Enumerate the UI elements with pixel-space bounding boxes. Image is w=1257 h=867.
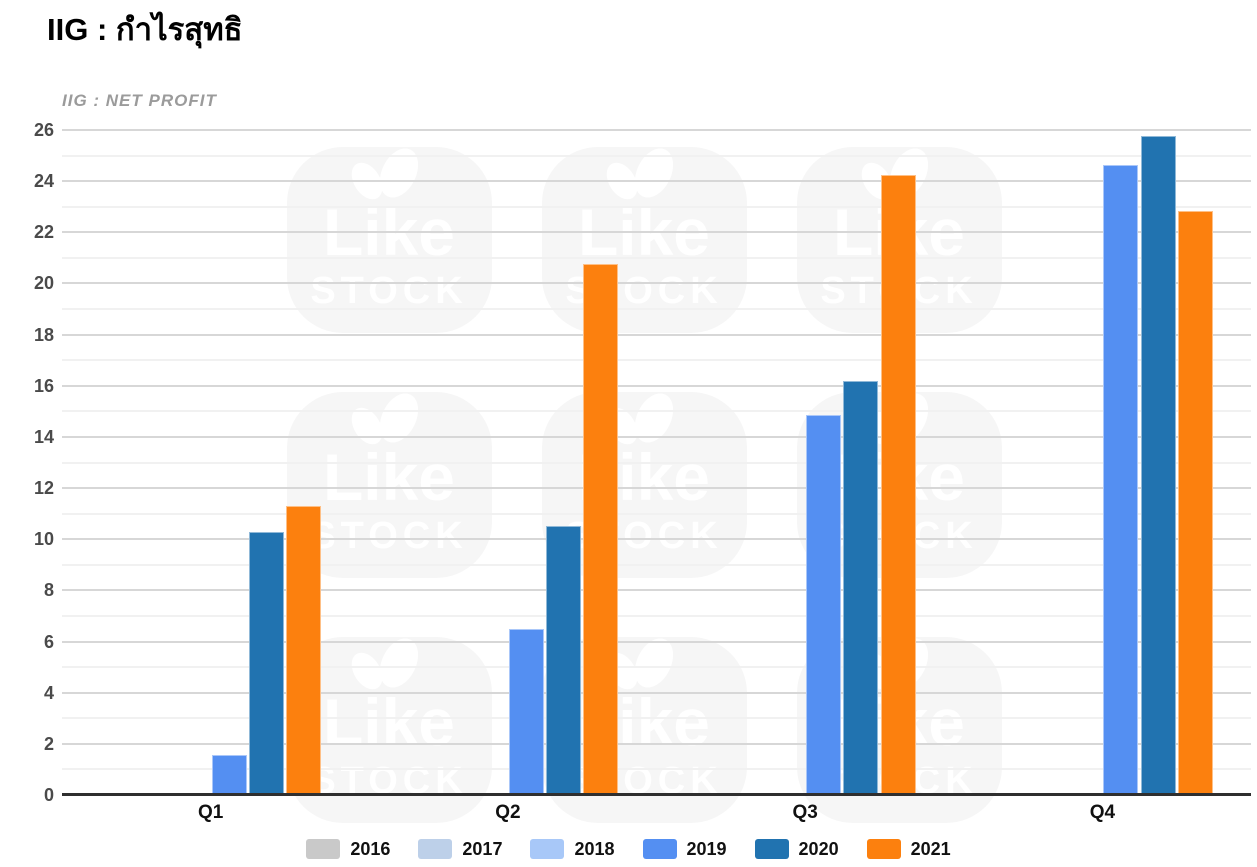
major-gridline [62,742,1251,745]
legend-swatch-2019 [642,839,677,859]
minor-gridline [62,410,1251,413]
legend-item-2019[interactable]: 2019 [642,838,727,860]
minor-gridline [62,359,1251,362]
minor-gridline [62,563,1251,566]
y-axis-tick-label: 22 [33,222,54,243]
legend: 2016 2017 2018 2019 2020 2021 [0,835,1257,863]
minor-gridline [62,461,1251,464]
legend-swatch-2021 [866,839,901,859]
bar-2019-Q2[interactable] [508,628,544,795]
legend-label: 2021 [910,838,951,859]
legend-label: 2018 [574,838,615,859]
y-axis-tick-label: 10 [33,529,54,550]
major-gridline [62,129,1251,131]
legend-item-2021[interactable]: 2021 [866,838,951,860]
bar-2019-Q1[interactable] [211,755,247,795]
svg-text:Like: Like [323,440,455,514]
x-axis-label-Q3: Q3 [792,802,818,823]
bar-2021-Q2[interactable] [583,264,619,795]
major-gridline [62,435,1251,438]
legend-label: 2019 [686,838,727,859]
svg-text:STOCK: STOCK [310,515,467,557]
minor-gridline [62,205,1251,208]
legend-swatch-2020 [754,839,789,859]
y-axis-tick-label: 6 [43,631,54,652]
y-axis-tick-label: 26 [33,120,54,140]
legend-item-2016[interactable]: 2016 [306,839,390,860]
legend-label: 2016 [350,838,391,859]
major-gridline [62,282,1251,285]
bar-2021-Q4[interactable] [1177,210,1213,795]
minor-gridline [62,666,1251,669]
y-axis-tick-label: 12 [33,478,54,499]
minor-gridline [62,512,1251,515]
y-axis-tick-label: 24 [33,171,54,192]
x-axis-label-Q2: Q2 [495,802,521,823]
y-axis-tick-label: 8 [43,580,54,601]
major-gridline [62,333,1251,336]
minor-gridline [62,717,1251,720]
minor-gridline [62,614,1251,617]
major-gridline [62,640,1251,643]
page-title: IIG : กำไรสุทธิ [47,12,243,47]
major-gridline [62,691,1251,694]
bar-2020-Q3[interactable] [843,380,879,795]
bar-2020-Q2[interactable] [546,526,582,795]
bar-2020-Q1[interactable] [248,531,284,795]
legend-swatch-2017 [418,839,453,859]
y-axis-tick-label: 18 [33,324,54,345]
minor-gridline [62,154,1251,157]
minor-gridline [62,256,1251,259]
svg-text:Like: Like [323,685,455,759]
legend-label: 2020 [798,838,839,859]
minor-gridline [62,308,1251,311]
major-gridline [62,589,1251,592]
legend-label: 2017 [462,838,503,859]
y-axis-tick-label: 16 [33,375,54,396]
y-axis-tick-label: 14 [33,426,54,447]
chart-plot-area: Like STOCK Like STOCK Like STOCK Like STOCK Like… [62,129,1251,823]
x-axis-label-Q1: Q1 [197,802,224,823]
x-axis-line [62,793,1251,796]
legend-swatch-2018 [530,839,565,859]
major-gridline [62,538,1251,541]
legend-item-2020[interactable]: 2020 [754,838,839,860]
bar-2020-Q4[interactable] [1140,136,1176,795]
chart-subtitle: IIG : NET PROFIT [62,91,217,110]
y-axis-tick-label: 2 [43,733,54,754]
bar-2019-Q4[interactable] [1103,164,1139,795]
major-gridline [62,180,1251,183]
major-gridline [62,384,1251,387]
major-gridline [62,487,1251,490]
bar-2021-Q3[interactable] [880,174,916,795]
legend-item-2018[interactable]: 2018 [530,838,615,860]
legend-item-2017[interactable]: 2017 [418,839,502,860]
x-axis-label-Q4: Q4 [1089,802,1116,823]
bar-2021-Q1[interactable] [286,505,322,795]
major-gridline [62,231,1251,234]
bar-2019-Q3[interactable] [806,415,842,795]
y-axis-tick-label: 0 [43,785,54,805]
svg-text:STOCK: STOCK [310,270,467,312]
y-axis-tick-label: 20 [33,273,54,294]
legend-swatch-2016 [306,839,341,859]
y-axis-tick-label: 4 [43,682,54,703]
